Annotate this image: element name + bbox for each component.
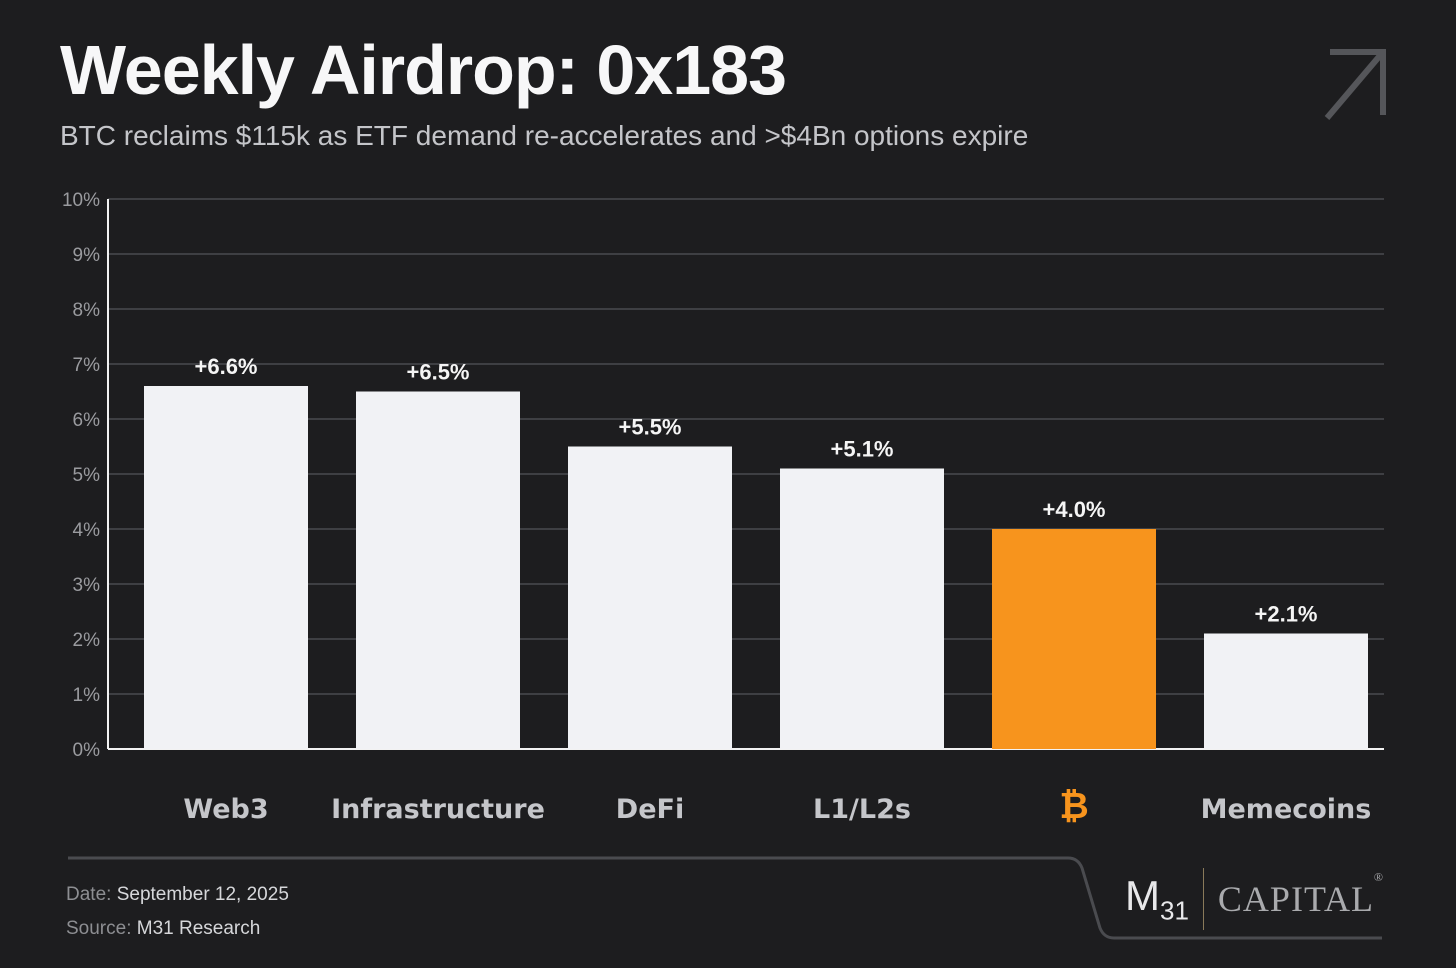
bar-Web3 [144,386,308,749]
y-tick-label: 2% [73,630,101,651]
page-subtitle: BTC reclaims $115k as ETF demand re-acce… [60,120,1029,151]
bar-Memecoins [1204,633,1368,749]
bar-DeFi [568,446,732,749]
data-label: +5.1% [831,437,894,462]
y-tick-label: 1% [73,685,101,706]
y-tick-label: 7% [73,355,101,376]
source-value: M31 Research [136,918,261,939]
y-tick-label: 10% [62,190,100,211]
data-label: +6.5% [407,360,470,385]
bitcoin-icon: ₿ [1059,786,1088,827]
source-label: Source: [66,918,132,939]
x-tick-label: DeFi [616,794,684,825]
page-title: Weekly Airdrop: 0x183 [60,31,787,109]
logo-m31: M31 [1125,871,1189,926]
logo-capital: CAPITAL ® [1217,870,1385,919]
date-label: Date: [66,884,112,905]
data-label: +2.1% [1255,602,1318,627]
arrow-up-right-icon [1324,49,1386,120]
footer-source: Source: M31 Research [66,918,260,940]
x-tick-label: Infrastructure [331,794,545,825]
x-tick-label: L1/L2s [813,794,911,825]
data-label: +4.0% [1043,497,1106,522]
bar-L1/L2s [780,468,944,749]
data-label: +6.6% [195,354,258,379]
y-tick-label: 9% [73,245,101,266]
footer-date: Date: September 12, 2025 [66,884,289,906]
data-label: +5.5% [619,415,682,440]
logo-separator [1202,868,1204,930]
bar-Infrastructure [356,391,520,749]
bar-₿ [992,529,1156,749]
y-tick-label: 8% [73,300,101,321]
m31-capital-logo: M31 CAPITAL ® [1125,868,1385,930]
y-tick-label: 3% [73,575,101,596]
y-tick-label: 0% [73,740,101,761]
y-tick-label: 5% [73,465,101,486]
date-value: September 12, 2025 [116,884,289,905]
y-tick-label: 6% [73,410,101,431]
footer-divider [68,856,1382,940]
x-tick-label: Web3 [183,794,268,825]
x-tick-label: Memecoins [1201,794,1372,825]
y-tick-label: 4% [73,520,101,541]
